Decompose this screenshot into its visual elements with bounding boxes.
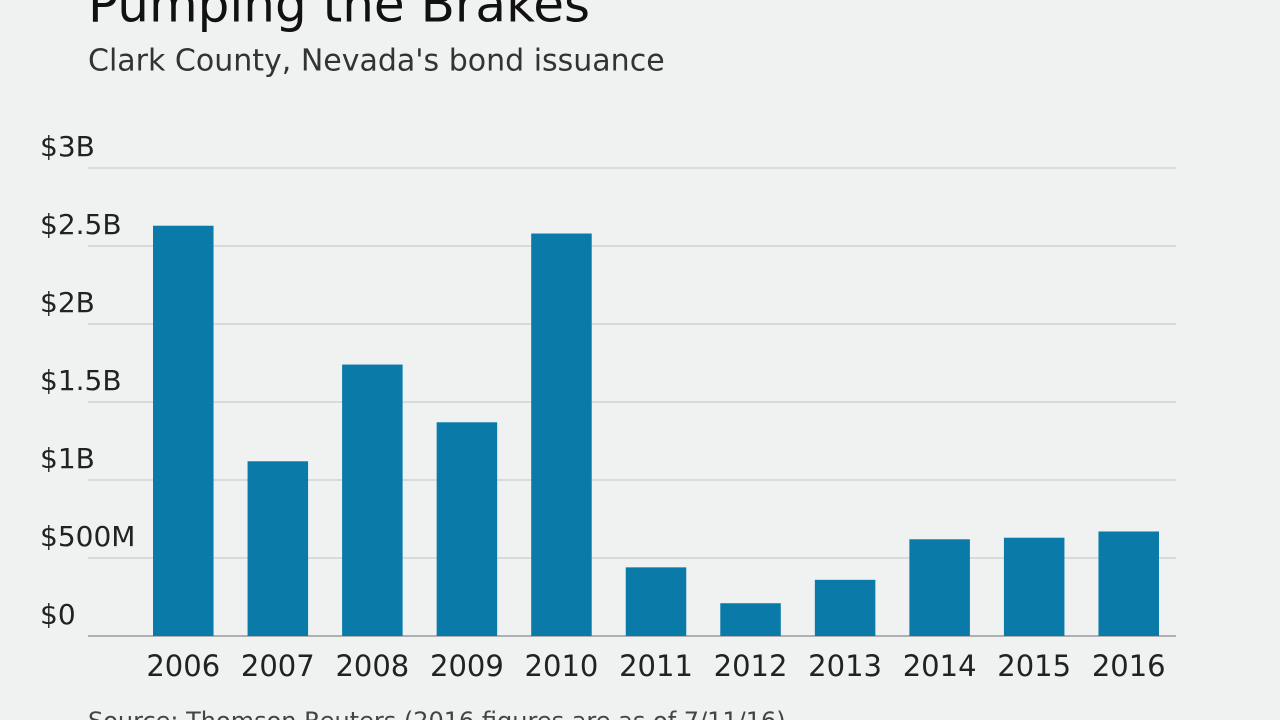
x-tick-label: 2014 (903, 649, 977, 683)
y-tick-label: $2B (40, 286, 95, 319)
y-tick-label: $2.5B (40, 208, 122, 241)
bar (625, 567, 687, 636)
bar (909, 539, 970, 636)
chart-title: Pumping the Brakes (88, 0, 590, 34)
x-tick-label: 2008 (335, 649, 409, 683)
x-tick-label: 2006 (146, 649, 220, 683)
chart-subtitle: Clark County, Nevada's bond issuance (88, 44, 665, 79)
y-tick-label: $0 (40, 598, 76, 631)
x-tick-label: 2016 (1092, 649, 1166, 683)
bar (531, 233, 592, 636)
x-tick-label: 2013 (808, 649, 882, 683)
x-tick-label: 2012 (714, 649, 788, 683)
y-tick-label: $1.5B (40, 364, 122, 397)
source-note: Source: Thomson Reuters (2016 figures ar… (88, 707, 786, 720)
x-tick-label: 2015 (997, 649, 1071, 683)
x-tick-label: 2010 (525, 649, 599, 683)
bar (436, 422, 498, 636)
bar (153, 225, 214, 636)
bar (1098, 531, 1159, 636)
bar (247, 461, 309, 636)
y-tick-label: $1B (40, 442, 95, 475)
x-tick-label: 2011 (619, 649, 693, 683)
bar (720, 603, 781, 636)
y-tick-label: $500M (40, 520, 135, 553)
x-tick-label: 2007 (241, 649, 315, 683)
bar (814, 579, 876, 636)
bar (1003, 537, 1065, 636)
y-tick-label: $3B (40, 130, 95, 163)
bar (342, 364, 403, 636)
x-tick-label: 2009 (430, 649, 504, 683)
